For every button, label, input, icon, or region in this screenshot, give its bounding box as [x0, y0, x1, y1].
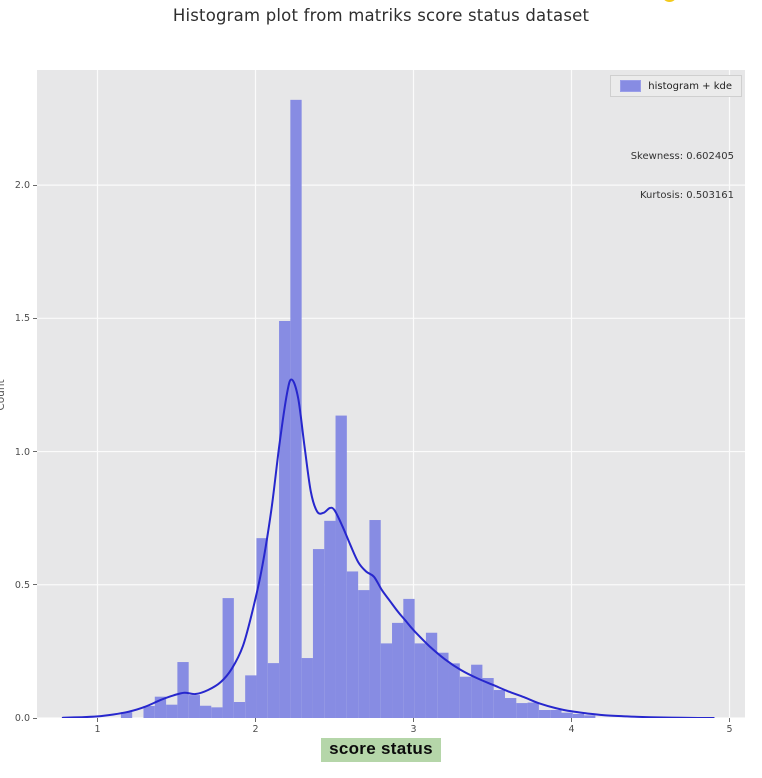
histogram-bar — [448, 663, 460, 718]
histogram-bar — [403, 598, 415, 718]
histogram-bar — [527, 702, 539, 718]
histogram-bar — [335, 415, 347, 718]
histogram-bar — [211, 707, 223, 718]
y-tick-label: 2.0 — [14, 180, 30, 192]
histogram-bar — [301, 658, 313, 718]
histogram-bar — [312, 549, 325, 718]
y-tick-mark — [33, 451, 37, 453]
histogram-bar — [166, 704, 178, 718]
histogram-bar — [392, 622, 404, 718]
histogram-bar — [471, 664, 483, 718]
legend-swatch-icon — [620, 80, 642, 92]
kde-curve — [61, 378, 715, 718]
x-tick-mark — [571, 718, 572, 722]
histogram-bar — [256, 538, 268, 718]
histogram-bar — [222, 598, 234, 718]
x-tick-mark — [413, 718, 414, 722]
histogram-bar — [561, 712, 573, 718]
histogram-bar — [188, 695, 200, 718]
histogram-bar — [358, 590, 370, 718]
legend: histogram + kde — [610, 75, 742, 97]
histogram-bar — [245, 675, 257, 718]
histogram-bar — [177, 662, 189, 718]
histogram-bar — [267, 663, 280, 718]
plot-area: histogram + kde Skewness: 0.602405 Kurto… — [37, 70, 745, 718]
y-tick-label: 0.5 — [14, 579, 30, 591]
histogram-bar — [290, 99, 302, 718]
histogram-bar — [425, 632, 438, 718]
y-tick-mark — [33, 184, 37, 186]
skewness-annotation: Skewness: 0.602405 — [630, 151, 734, 162]
chart-canvas — [37, 70, 745, 718]
histogram-bar — [120, 712, 133, 718]
yellow-ring-icon — [662, 0, 677, 2]
x-tick-label: 5 — [726, 724, 733, 735]
x-tick-mark — [729, 718, 731, 722]
histogram-bar — [143, 706, 155, 718]
histogram-bar — [482, 678, 494, 718]
x-tick-label: 3 — [410, 724, 417, 735]
y-axis-label: Count — [0, 379, 7, 411]
x-tick-mark — [255, 718, 256, 722]
histogram-bar — [414, 643, 426, 718]
histogram-bar — [550, 710, 562, 718]
histogram-bar — [279, 320, 291, 718]
histogram-bar — [380, 643, 393, 718]
y-tick-label: 1.0 — [14, 446, 30, 458]
x-tick-label: 1 — [94, 724, 101, 735]
histogram-bar — [584, 715, 596, 718]
histogram-bar — [505, 698, 517, 718]
histogram-bar — [493, 690, 505, 718]
y-tick-mark — [33, 584, 37, 586]
y-tick-mark — [33, 717, 37, 719]
histogram-bar — [437, 652, 449, 718]
histogram-bar — [538, 710, 551, 718]
x-axis-label: score status — [321, 738, 441, 762]
y-tick-mark — [33, 317, 37, 319]
histogram-bar — [572, 714, 585, 718]
histogram-bar — [369, 520, 381, 718]
x-axis-label-row: score status — [0, 738, 762, 762]
legend-label: histogram + kde — [648, 80, 732, 92]
y-tick-label: 1.5 — [14, 313, 30, 325]
chart-title: Histogram plot from matriks score status… — [172, 6, 590, 25]
histogram-bar — [324, 520, 336, 718]
histogram-bar — [233, 702, 246, 718]
x-tick-label: 2 — [252, 724, 259, 735]
histogram-bar — [459, 676, 472, 718]
y-tick-label: 0.0 — [14, 713, 30, 724]
histogram-bar — [346, 571, 359, 718]
kurtosis-annotation: Kurtosis: 0.503161 — [639, 190, 734, 201]
histogram-bar — [154, 696, 167, 718]
x-tick-label: 4 — [568, 724, 575, 735]
x-tick-mark — [97, 718, 98, 722]
histogram-bar — [516, 703, 528, 718]
histogram-bar — [199, 705, 212, 718]
